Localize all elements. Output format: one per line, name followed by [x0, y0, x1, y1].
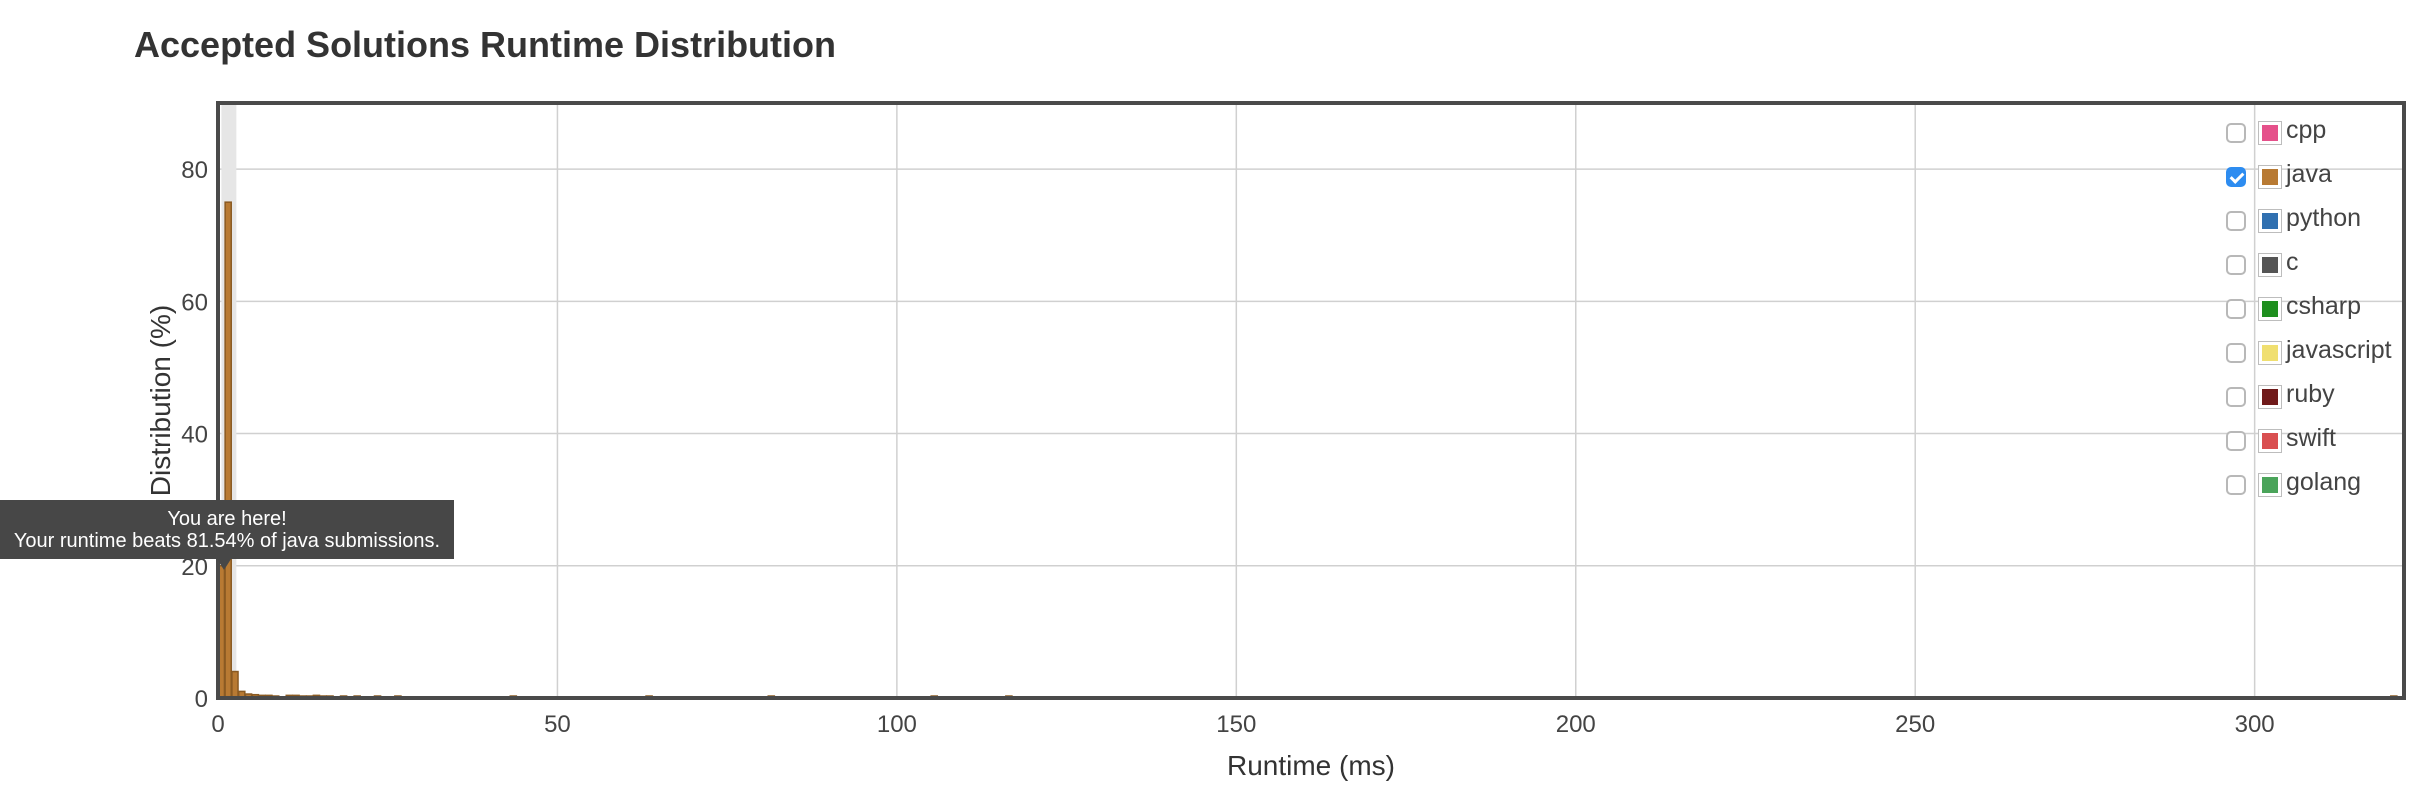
csharp-swatch-color — [2262, 301, 2278, 317]
legend-item-javascript[interactable]: javascript — [2226, 336, 2426, 380]
javascript-checkbox[interactable] — [2226, 343, 2246, 363]
ruby-swatch — [2258, 385, 2282, 409]
python-swatch — [2258, 209, 2282, 233]
legend-item-swift[interactable]: swift — [2226, 424, 2426, 468]
cpp-checkbox[interactable] — [2226, 123, 2246, 143]
c-swatch-color — [2262, 257, 2278, 273]
x-axis-title: Runtime (ms) — [1227, 750, 1395, 781]
c-swatch — [2258, 253, 2282, 277]
legend-item-java[interactable]: java — [2226, 160, 2426, 204]
legend-item-c[interactable]: c — [2226, 248, 2426, 292]
java-swatch — [2258, 165, 2282, 189]
y-tick-label: 60 — [181, 289, 208, 316]
x-tick-label: 250 — [1895, 711, 1935, 738]
tooltip-heading: You are here! — [167, 508, 287, 530]
csharp-swatch — [2258, 297, 2282, 321]
y-tick-label: 80 — [181, 157, 208, 184]
legend-item-python[interactable]: python — [2226, 204, 2426, 248]
legend-item-golang[interactable]: golang — [2226, 468, 2426, 512]
golang-swatch — [2258, 473, 2282, 497]
ruby-checkbox[interactable] — [2226, 387, 2246, 407]
x-tick-label: 150 — [1216, 711, 1256, 738]
ruby-swatch-color — [2262, 389, 2278, 405]
javascript-swatch — [2258, 341, 2282, 365]
runtime-tooltip: You are here! Your runtime beats 81.54% … — [0, 500, 454, 559]
swift-swatch — [2258, 429, 2282, 453]
csharp-checkbox[interactable] — [2226, 299, 2246, 319]
bar-java[interactable] — [231, 670, 239, 699]
plot-frame — [216, 101, 2406, 700]
y-tick-label: 40 — [181, 422, 208, 449]
bar-java[interactable] — [224, 201, 232, 699]
tooltip-pointer — [217, 559, 231, 570]
x-tick-label: 0 — [211, 711, 224, 738]
legend-label: java — [2286, 160, 2332, 188]
legend-item-ruby[interactable]: ruby — [2226, 380, 2426, 424]
x-tick-label: 200 — [1556, 711, 1596, 738]
javascript-swatch-color — [2262, 345, 2278, 361]
python-checkbox[interactable] — [2226, 211, 2246, 231]
x-tick-label: 100 — [877, 711, 917, 738]
legend-label: swift — [2286, 424, 2336, 452]
legend-item-cpp[interactable]: cpp — [2226, 116, 2426, 160]
swift-swatch-color — [2262, 433, 2278, 449]
legend-label: c — [2286, 248, 2299, 276]
java-swatch-color — [2262, 169, 2278, 185]
x-tick-label: 300 — [2235, 711, 2275, 738]
legend-label: python — [2286, 204, 2362, 232]
cpp-swatch — [2258, 121, 2282, 145]
legend-label: golang — [2286, 468, 2362, 496]
y-axis-title: Distribution (%) — [145, 305, 176, 496]
y-tick-label: 0 — [195, 686, 208, 713]
golang-swatch-color — [2262, 477, 2278, 493]
tooltip-detail: Your runtime beats 81.54% of java submis… — [13, 530, 441, 552]
legend-item-csharp[interactable]: csharp — [2226, 292, 2426, 336]
java-checkbox[interactable] — [2226, 167, 2246, 187]
python-swatch-color — [2262, 213, 2278, 229]
legend-label: javascript — [2286, 336, 2392, 364]
legend-label: cpp — [2286, 116, 2327, 144]
golang-checkbox[interactable] — [2226, 475, 2246, 495]
legend-label: ruby — [2286, 380, 2335, 408]
swift-checkbox[interactable] — [2226, 431, 2246, 451]
legend: cpp java python c csharp javascript ruby swift g… — [2226, 116, 2426, 512]
legend-label: csharp — [2286, 292, 2362, 320]
cpp-swatch-color — [2262, 125, 2278, 141]
x-tick-label: 50 — [544, 711, 571, 738]
c-checkbox[interactable] — [2226, 255, 2246, 275]
page-title: Accepted Solutions Runtime Distribution — [134, 24, 837, 65]
